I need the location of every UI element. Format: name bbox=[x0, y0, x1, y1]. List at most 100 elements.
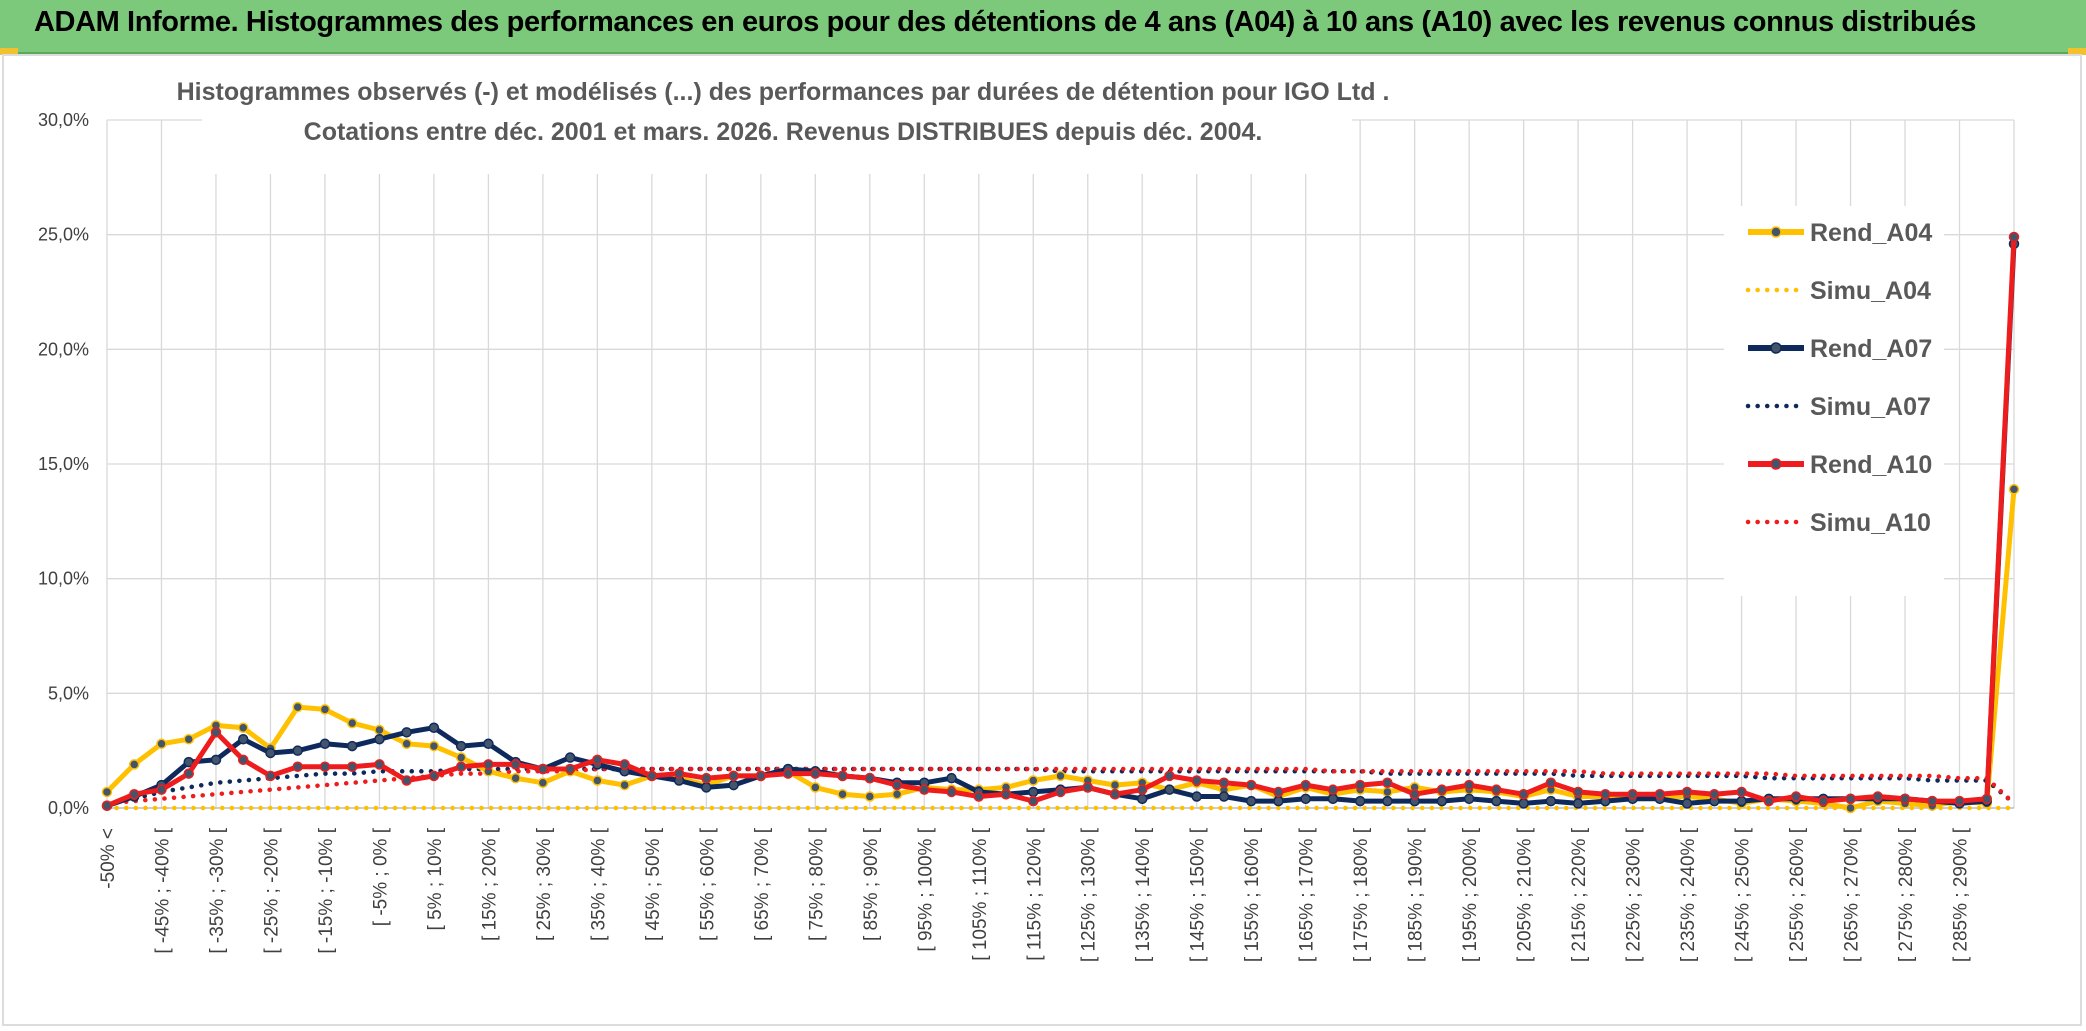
data-point-rend-a07 bbox=[483, 738, 494, 750]
series-simu-a07 bbox=[104, 766, 2017, 806]
data-point-rend-a10 bbox=[1028, 795, 1039, 807]
data-point-rend-a10 bbox=[1627, 788, 1638, 800]
data-point-rend-a10 bbox=[864, 772, 876, 784]
data-point-rend-a10 bbox=[1872, 791, 1884, 802]
data-point-rend-a10 bbox=[1790, 791, 1802, 802]
chart-frame: 0,0% 5,0% 10,0% 15,0% 20,0% 25,0% 30,0% -50% <… bbox=[2, 54, 2082, 1026]
x-tick-label: [ 165% ; 170% [ bbox=[1297, 827, 1318, 962]
data-point-rend-a10 bbox=[946, 786, 957, 798]
data-point-rend-a07 bbox=[946, 772, 957, 784]
x-tick-label: [ 205% ; 210% [ bbox=[1515, 827, 1536, 962]
data-point-rend-a10 bbox=[728, 770, 739, 782]
legend-marker bbox=[1770, 458, 1782, 470]
y-tick-label: 20,0% bbox=[38, 339, 89, 359]
data-point-rend-a07 bbox=[1164, 784, 1175, 795]
data-point-rend-a10 bbox=[891, 779, 903, 791]
x-tick-label: [ 265% ; 270% [ bbox=[1842, 827, 1863, 962]
chart-title-background bbox=[202, 78, 1352, 174]
series-rend-a10 bbox=[101, 231, 2020, 811]
data-point-rend-a10 bbox=[265, 770, 276, 782]
data-point-rend-a04 bbox=[1845, 802, 1856, 814]
data-point-rend-a10 bbox=[1245, 779, 1257, 791]
data-point-rend-a10 bbox=[1409, 788, 1420, 800]
data-point-rend-a10 bbox=[1927, 795, 1938, 807]
legend-label: Simu_A10 bbox=[1810, 509, 1931, 537]
data-point-rend-a04 bbox=[374, 724, 385, 736]
data-point-rend-a07 bbox=[1736, 795, 1747, 807]
data-point-rend-a10 bbox=[1436, 784, 1448, 795]
data-point-rend-a04 bbox=[401, 738, 412, 750]
histogram-chart: 0,0% 5,0% 10,0% 15,0% 20,0% 25,0% 30,0% -50% <… bbox=[38, 78, 2020, 962]
x-tick-label: [ 135% ; 140% [ bbox=[1133, 827, 1154, 962]
series-layer bbox=[101, 231, 2020, 814]
chart-subtitle: Cotations entre déc. 2001 et mars. 2026.… bbox=[304, 118, 1263, 146]
x-tick-label: [ 185% ; 190% [ bbox=[1406, 827, 1427, 962]
data-point-rend-a10 bbox=[1545, 777, 1557, 789]
page-title: ADAM Informe. Histogrammes des performan… bbox=[34, 6, 1976, 38]
data-point-rend-a10 bbox=[210, 727, 222, 738]
data-point-rend-a10 bbox=[1055, 786, 1066, 798]
data-point-rend-a07 bbox=[1327, 793, 1339, 805]
data-point-rend-a10 bbox=[1845, 793, 1856, 805]
data-point-rend-a07 bbox=[1028, 786, 1039, 798]
data-point-rend-a04 bbox=[1028, 775, 1039, 786]
data-point-rend-a07 bbox=[1518, 798, 1529, 809]
data-point-rend-a10 bbox=[1327, 784, 1339, 795]
data-point-rend-a10 bbox=[1218, 777, 1230, 789]
x-tick-label: [ 5% ; 10% [ bbox=[425, 827, 446, 930]
x-tick-label: [ -25% ; -20% [ bbox=[261, 827, 282, 953]
data-point-rend-a07 bbox=[1572, 798, 1584, 809]
data-point-rend-a10 bbox=[1763, 795, 1775, 807]
legend-background bbox=[1724, 206, 1944, 596]
data-point-rend-a10 bbox=[346, 761, 358, 772]
data-point-rend-a07 bbox=[210, 754, 222, 766]
chart-title-group: Histogrammes observés (-) et modélisés (… bbox=[177, 78, 1389, 174]
data-point-rend-a07 bbox=[428, 722, 440, 733]
data-point-rend-a04 bbox=[319, 704, 331, 715]
legend-item: Simu_A04 bbox=[1745, 277, 1931, 305]
data-point-rend-a04 bbox=[455, 752, 467, 763]
data-point-rend-a10 bbox=[1164, 770, 1175, 782]
data-point-rend-a07 bbox=[1436, 795, 1448, 807]
data-point-rend-a07 bbox=[1245, 795, 1257, 807]
data-point-rend-a04 bbox=[619, 779, 630, 791]
data-point-rend-a10 bbox=[619, 759, 630, 770]
legend-label: Simu_A04 bbox=[1810, 277, 1931, 305]
data-point-rend-a10 bbox=[128, 788, 140, 800]
y-tick-label: 30,0% bbox=[38, 110, 89, 130]
data-point-rend-a07 bbox=[1545, 795, 1557, 807]
x-tick-label: [ -35% ; -30% [ bbox=[207, 827, 228, 953]
data-point-rend-a07 bbox=[1191, 791, 1202, 802]
data-point-rend-a04 bbox=[510, 772, 521, 784]
data-point-rend-a07 bbox=[1300, 793, 1311, 805]
data-point-rend-a04 bbox=[837, 788, 848, 800]
x-tick-label: [ 215% ; 220% [ bbox=[1569, 827, 1590, 962]
data-point-rend-a10 bbox=[810, 768, 821, 779]
data-point-rend-a07 bbox=[1463, 793, 1475, 805]
legend-marker bbox=[1770, 226, 1782, 238]
data-point-rend-a07 bbox=[292, 745, 303, 756]
data-point-rend-a10 bbox=[537, 763, 549, 775]
y-tick-label: 15,0% bbox=[38, 454, 89, 474]
data-point-rend-a10 bbox=[374, 759, 385, 770]
data-point-rend-a10 bbox=[592, 754, 603, 766]
data-point-rend-a10 bbox=[1382, 777, 1393, 789]
data-point-rend-a10 bbox=[1300, 779, 1311, 791]
data-point-rend-a10 bbox=[1082, 782, 1093, 793]
x-tick-label: [ 55% ; 60% [ bbox=[697, 827, 718, 941]
data-point-rend-a10 bbox=[1954, 795, 1965, 807]
legend-marker bbox=[1770, 342, 1782, 354]
data-point-rend-a10 bbox=[1463, 779, 1475, 791]
x-tick-label: [ 285% ; 290% [ bbox=[1951, 827, 1972, 962]
x-tick-label: [ 15% ; 20% [ bbox=[479, 827, 500, 941]
data-point-rend-a10 bbox=[292, 761, 303, 772]
data-point-rend-a10 bbox=[701, 772, 712, 784]
legend-item: Simu_A07 bbox=[1745, 393, 1931, 421]
x-tick-label: [ 145% ; 150% [ bbox=[1188, 827, 1209, 962]
data-point-rend-a10 bbox=[1136, 784, 1148, 795]
data-point-rend-a04 bbox=[128, 759, 140, 770]
data-point-rend-a10 bbox=[101, 800, 113, 811]
data-point-rend-a10 bbox=[1981, 793, 1993, 805]
data-point-rend-a07 bbox=[265, 747, 276, 759]
series-line-simu-a07 bbox=[104, 766, 2017, 806]
